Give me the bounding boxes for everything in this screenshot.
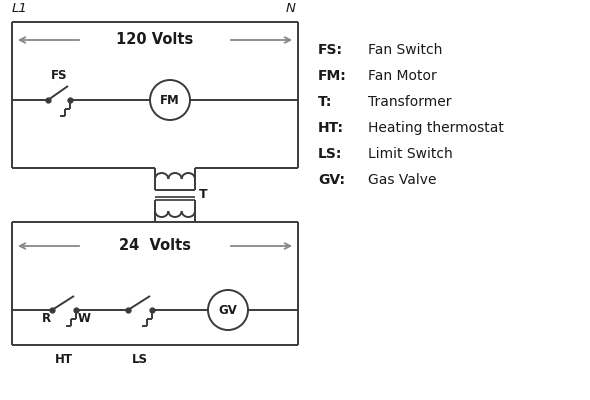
- Text: Fan Switch: Fan Switch: [368, 43, 442, 57]
- Text: Gas Valve: Gas Valve: [368, 173, 437, 187]
- Text: FM:: FM:: [318, 69, 347, 83]
- Text: FS:: FS:: [318, 43, 343, 57]
- Text: 120 Volts: 120 Volts: [116, 32, 194, 48]
- Text: FS: FS: [51, 69, 67, 82]
- Text: LS:: LS:: [318, 147, 342, 161]
- Text: HT:: HT:: [318, 121, 344, 135]
- Text: L1: L1: [12, 2, 28, 14]
- Text: GV: GV: [218, 304, 237, 316]
- Text: LS: LS: [132, 353, 148, 366]
- Text: Fan Motor: Fan Motor: [368, 69, 437, 83]
- Text: Transformer: Transformer: [368, 95, 451, 109]
- Text: T:: T:: [318, 95, 332, 109]
- Text: GV:: GV:: [318, 173, 345, 187]
- Text: R: R: [42, 312, 51, 325]
- Text: Heating thermostat: Heating thermostat: [368, 121, 504, 135]
- Text: N: N: [286, 2, 296, 14]
- Text: HT: HT: [55, 353, 73, 366]
- Text: T: T: [199, 188, 208, 202]
- Text: FM: FM: [160, 94, 180, 106]
- Text: W: W: [78, 312, 91, 325]
- Text: Limit Switch: Limit Switch: [368, 147, 453, 161]
- Text: 24  Volts: 24 Volts: [119, 238, 191, 254]
